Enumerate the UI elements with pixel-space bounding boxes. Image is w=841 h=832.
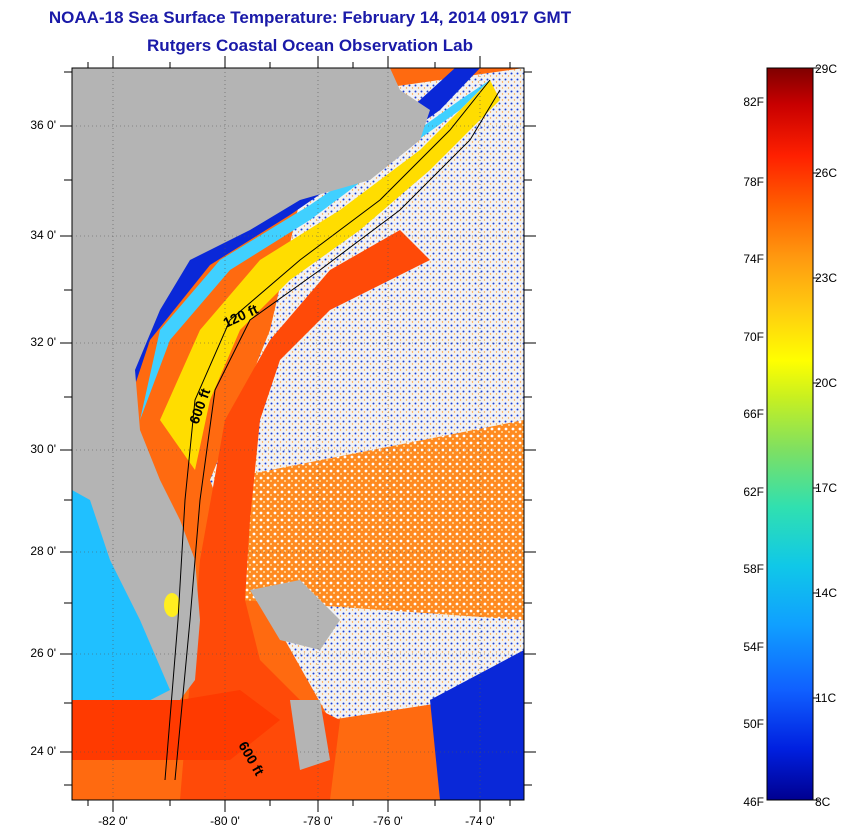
colorbar-f-50: 50F — [743, 717, 764, 731]
colorbar-f-54: 54F — [743, 640, 764, 654]
lat-label-32: 32 0' — [30, 335, 56, 349]
lat-label-24: 24 0' — [30, 744, 56, 758]
lon-label-80: -80 0' — [210, 814, 240, 828]
map-subtitle: Rutgers Coastal Ocean Observation Lab — [147, 36, 473, 55]
colorbar-c-26: 26C — [815, 166, 838, 180]
warm-cloud-region — [220, 420, 524, 620]
colorbar — [766, 67, 814, 801]
colorbar-c-11: 11C — [815, 691, 837, 705]
contour-120ft — [164, 79, 491, 781]
lat-label-26: 26 0' — [30, 646, 56, 660]
lat-label-34: 34 0' — [30, 228, 56, 242]
bahamas-island — [250, 580, 340, 650]
lon-label-78: -78 0' — [303, 814, 333, 828]
shelf-warm-band — [160, 80, 500, 470]
colorbar-f-66: 66F — [743, 407, 764, 421]
lat-label-28: 28 0' — [30, 544, 56, 558]
colorbar-f-82: 82F — [743, 95, 764, 109]
map-frame — [71, 67, 525, 801]
bahamas-island-south — [290, 700, 330, 770]
colorbar-f-58: 58F — [743, 562, 764, 576]
colorbar-f-70: 70F — [743, 330, 764, 344]
graticule — [72, 68, 524, 800]
sst-map — [72, 68, 524, 800]
colorbar-ticks — [813, 67, 819, 801]
colorbar-c-29: 29C — [815, 62, 838, 76]
colorbar-f-78: 78F — [743, 175, 764, 189]
colorbar-f-62: 62F — [743, 485, 764, 499]
map-title: NOAA-18 Sea Surface Temperature: Februar… — [48, 8, 572, 27]
gulf-stream-band — [180, 230, 430, 800]
nearshore-cold-band — [110, 68, 480, 430]
florida-straits — [72, 690, 280, 760]
colorbar-c-17: 17C — [815, 481, 838, 495]
colorbar-f-74: 74F — [743, 252, 764, 266]
colorbar-f-46: 46F — [743, 795, 764, 809]
lon-label-74: -74 0' — [465, 814, 495, 828]
colorbar-c-23: 23C — [815, 271, 838, 285]
colorbar-c-20: 20C — [815, 376, 838, 390]
colorbar-c-14: 14C — [815, 586, 838, 600]
contour-600ft — [174, 89, 501, 781]
lake-okeechobee — [164, 593, 180, 617]
cold-patch-east — [430, 650, 524, 800]
lat-label-36: 36 0' — [30, 118, 56, 132]
lat-label-30: 30 0' — [30, 442, 56, 456]
colorbar-c-8: 8C — [815, 795, 831, 809]
lon-label-82: -82 0' — [98, 814, 128, 828]
gulf-shelf-water — [72, 490, 170, 740]
land-mass — [72, 68, 430, 700]
axis-ticks — [60, 56, 536, 812]
lon-label-76: -76 0' — [373, 814, 403, 828]
